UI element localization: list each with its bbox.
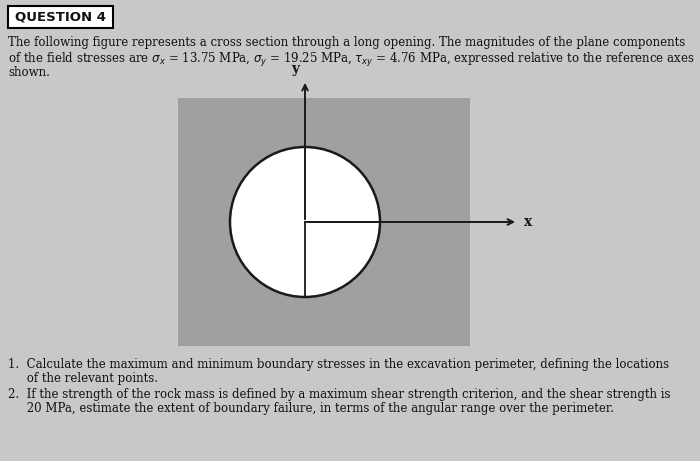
Text: 20 MPa, estimate the extent of boundary failure, in terms of the angular range o: 20 MPa, estimate the extent of boundary …	[8, 402, 614, 415]
Text: The following figure represents a cross section through a long opening. The magn: The following figure represents a cross …	[8, 36, 685, 49]
Text: y: y	[291, 62, 299, 76]
Text: QUESTION 4: QUESTION 4	[15, 11, 106, 24]
Bar	[178, 98, 470, 346]
Circle shape	[230, 147, 380, 297]
Text: shown.: shown.	[8, 66, 50, 79]
Text: 2.  If the strength of the rock mass is defined by a maximum shear strength crit: 2. If the strength of the rock mass is d…	[8, 388, 671, 401]
Text: x: x	[524, 215, 532, 229]
FancyBboxPatch shape	[8, 6, 113, 28]
Text: 1.  Calculate the maximum and minimum boundary stresses in the excavation perime: 1. Calculate the maximum and minimum bou…	[8, 358, 669, 371]
Text: of the relevant points.: of the relevant points.	[8, 372, 158, 385]
Text: of the field stresses are $\sigma_x$ = 13.75 MPa, $\sigma_y$ = 19.25 MPa, $\tau_: of the field stresses are $\sigma_x$ = 1…	[8, 51, 694, 69]
